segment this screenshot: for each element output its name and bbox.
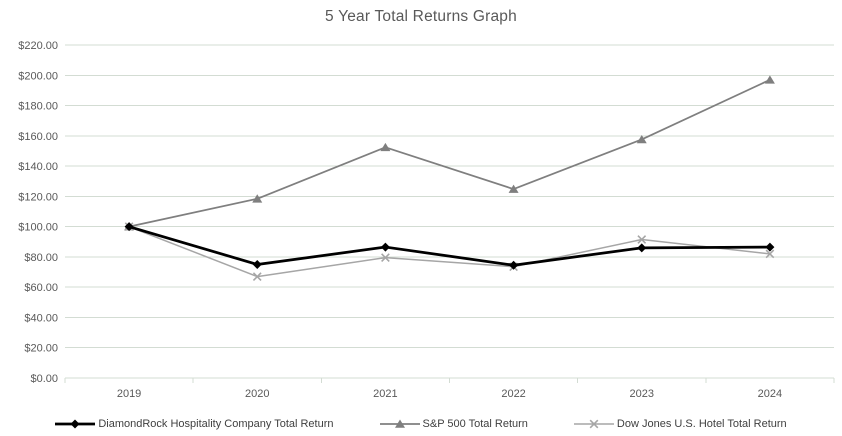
triangle-marker-icon (379, 419, 420, 428)
svg-text:$100.00: $100.00 (18, 222, 58, 234)
legend-label: DiamondRock Hospitality Company Total Re… (98, 418, 334, 430)
svg-text:$180.00: $180.00 (18, 101, 58, 113)
svg-text:$0.00: $0.00 (30, 373, 58, 385)
svg-text:$40.00: $40.00 (24, 312, 58, 324)
svg-text:$20.00: $20.00 (24, 343, 58, 355)
svg-text:2023: 2023 (630, 388, 654, 400)
legend-label: Dow Jones U.S. Hotel Total Return (616, 418, 787, 430)
series-2 (124, 222, 775, 281)
x-marker-icon (573, 419, 614, 429)
legend-item-sp500: S&P 500 Total Return (379, 418, 528, 430)
svg-text:$200.00: $200.00 (18, 70, 58, 82)
svg-text:2022: 2022 (501, 388, 525, 400)
legend-item-dowjones-hotel: Dow Jones U.S. Hotel Total Return (573, 418, 787, 430)
svg-text:$140.00: $140.00 (18, 161, 58, 173)
svg-text:2021: 2021 (373, 388, 397, 400)
svg-text:$220.00: $220.00 (18, 40, 58, 52)
legend: DiamondRock Hospitality Company Total Re… (0, 418, 842, 430)
diamond-marker-icon (55, 419, 96, 429)
svg-text:2024: 2024 (758, 388, 782, 400)
svg-text:$80.00: $80.00 (24, 252, 58, 264)
plot-area: $220.00 $200.00 $180.00 $160.00 $140.00 $120.… (18, 40, 835, 400)
legend-item-diamondrock: DiamondRock Hospitality Company Total Re… (55, 418, 334, 430)
series-0 (124, 222, 775, 270)
legend-label: S&P 500 Total Return (422, 418, 528, 430)
svg-text:$120.00: $120.00 (18, 191, 58, 203)
chart-title: 5 Year Total Returns Graph (325, 8, 517, 25)
svg-text:2020: 2020 (245, 388, 269, 400)
svg-text:$60.00: $60.00 (24, 282, 58, 294)
svg-text:2019: 2019 (117, 388, 141, 400)
series-1 (124, 75, 775, 231)
svg-text:$160.00: $160.00 (18, 131, 58, 143)
